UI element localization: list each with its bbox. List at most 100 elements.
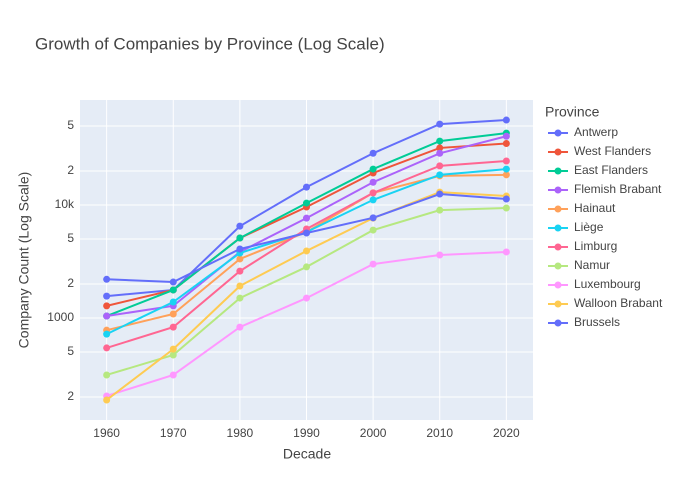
data-point: [369, 189, 377, 197]
data-point: [236, 282, 244, 290]
y-tick-label: 10k: [55, 197, 75, 211]
data-point: [436, 251, 444, 259]
legend-marker: [554, 205, 562, 213]
data-point: [236, 245, 244, 253]
data-point: [169, 278, 177, 286]
data-point: [502, 157, 510, 165]
data-point: [103, 371, 111, 379]
data-point: [303, 229, 310, 237]
data-point: [103, 344, 111, 352]
data-point: [303, 294, 310, 302]
data-point: [369, 226, 377, 234]
legend-label: Hainaut: [574, 201, 616, 215]
y-tick-label: 5: [67, 344, 74, 358]
data-point: [436, 190, 444, 198]
data-point: [436, 171, 444, 179]
x-tick-label: 1980: [227, 426, 254, 440]
data-point: [169, 371, 177, 379]
data-point: [502, 195, 510, 203]
legend-label: Liège: [574, 220, 604, 234]
data-point: [436, 206, 444, 214]
data-point: [369, 178, 377, 186]
legend-label: East Flanders: [574, 163, 648, 177]
legend-marker: [554, 243, 562, 251]
data-point: [369, 214, 377, 222]
y-tick-label: 5: [67, 231, 74, 245]
legend-label: Limburg: [574, 239, 617, 253]
legend-label: Antwerp: [574, 125, 618, 139]
data-point: [502, 248, 510, 256]
y-tick-label: 2: [67, 163, 74, 177]
x-tick-label: 2000: [360, 426, 387, 440]
y-tick-label: 5: [67, 118, 74, 132]
legend-marker: [554, 224, 562, 232]
data-point: [369, 149, 377, 157]
data-point: [436, 144, 444, 152]
legend-label: Walloon Brabant: [574, 296, 663, 310]
data-point: [169, 323, 177, 331]
legend-label: Brussels: [574, 315, 620, 329]
data-point: [369, 260, 377, 268]
legend-marker: [554, 319, 562, 327]
data-point: [169, 345, 177, 353]
legend-marker: [554, 281, 562, 289]
x-axis-title: Decade: [283, 446, 331, 462]
chart-title: Growth of Companies by Province (Log Sca…: [35, 34, 385, 53]
x-tick-label: 2020: [493, 426, 520, 440]
data-point: [502, 171, 510, 179]
data-point: [303, 247, 310, 255]
data-point: [436, 120, 444, 128]
data-point: [236, 234, 244, 242]
legend-label: Namur: [574, 258, 610, 272]
x-tick-label: 1970: [160, 426, 187, 440]
data-point: [236, 294, 244, 302]
data-point: [169, 351, 177, 359]
data-point: [369, 165, 377, 173]
x-tick-label: 1990: [293, 426, 320, 440]
data-point: [103, 275, 111, 283]
legend-label: West Flanders: [574, 144, 651, 158]
data-point: [303, 199, 310, 207]
data-point: [103, 302, 111, 310]
data-point: [169, 286, 177, 294]
data-point: [169, 298, 177, 306]
data-point: [236, 267, 244, 275]
data-point: [236, 323, 244, 331]
x-tick-label: 2010: [426, 426, 453, 440]
data-point: [303, 263, 310, 271]
data-point: [303, 214, 310, 222]
legend-marker: [554, 186, 562, 194]
data-point: [103, 396, 111, 404]
data-point: [303, 183, 310, 191]
data-point: [436, 137, 444, 145]
legend-marker: [554, 148, 562, 156]
y-tick-label: 1000: [47, 310, 74, 324]
legend-marker: [554, 300, 562, 308]
data-point: [103, 312, 111, 320]
x-tick-label: 1960: [93, 426, 120, 440]
y-tick-label: 2: [67, 276, 74, 290]
data-point: [236, 222, 244, 230]
data-point: [502, 132, 510, 140]
data-point: [103, 292, 111, 300]
data-point: [502, 165, 510, 173]
data-point: [436, 149, 444, 157]
legend-marker: [554, 262, 562, 270]
data-point: [502, 204, 510, 212]
data-point: [369, 196, 377, 204]
legend-title: Province: [545, 104, 600, 120]
data-point: [502, 140, 510, 148]
data-point: [103, 330, 111, 338]
y-tick-label: 2: [67, 389, 74, 403]
legend-marker: [554, 167, 562, 175]
legend-marker: [554, 129, 562, 137]
legend-label: Luxembourg: [574, 277, 641, 291]
data-point: [502, 116, 510, 124]
data-point: [169, 310, 177, 318]
y-axis-title: Company Count (Log Scale): [16, 172, 32, 349]
legend-label: Flemish Brabant: [574, 182, 662, 196]
data-point: [436, 162, 444, 170]
data-point: [236, 255, 244, 263]
